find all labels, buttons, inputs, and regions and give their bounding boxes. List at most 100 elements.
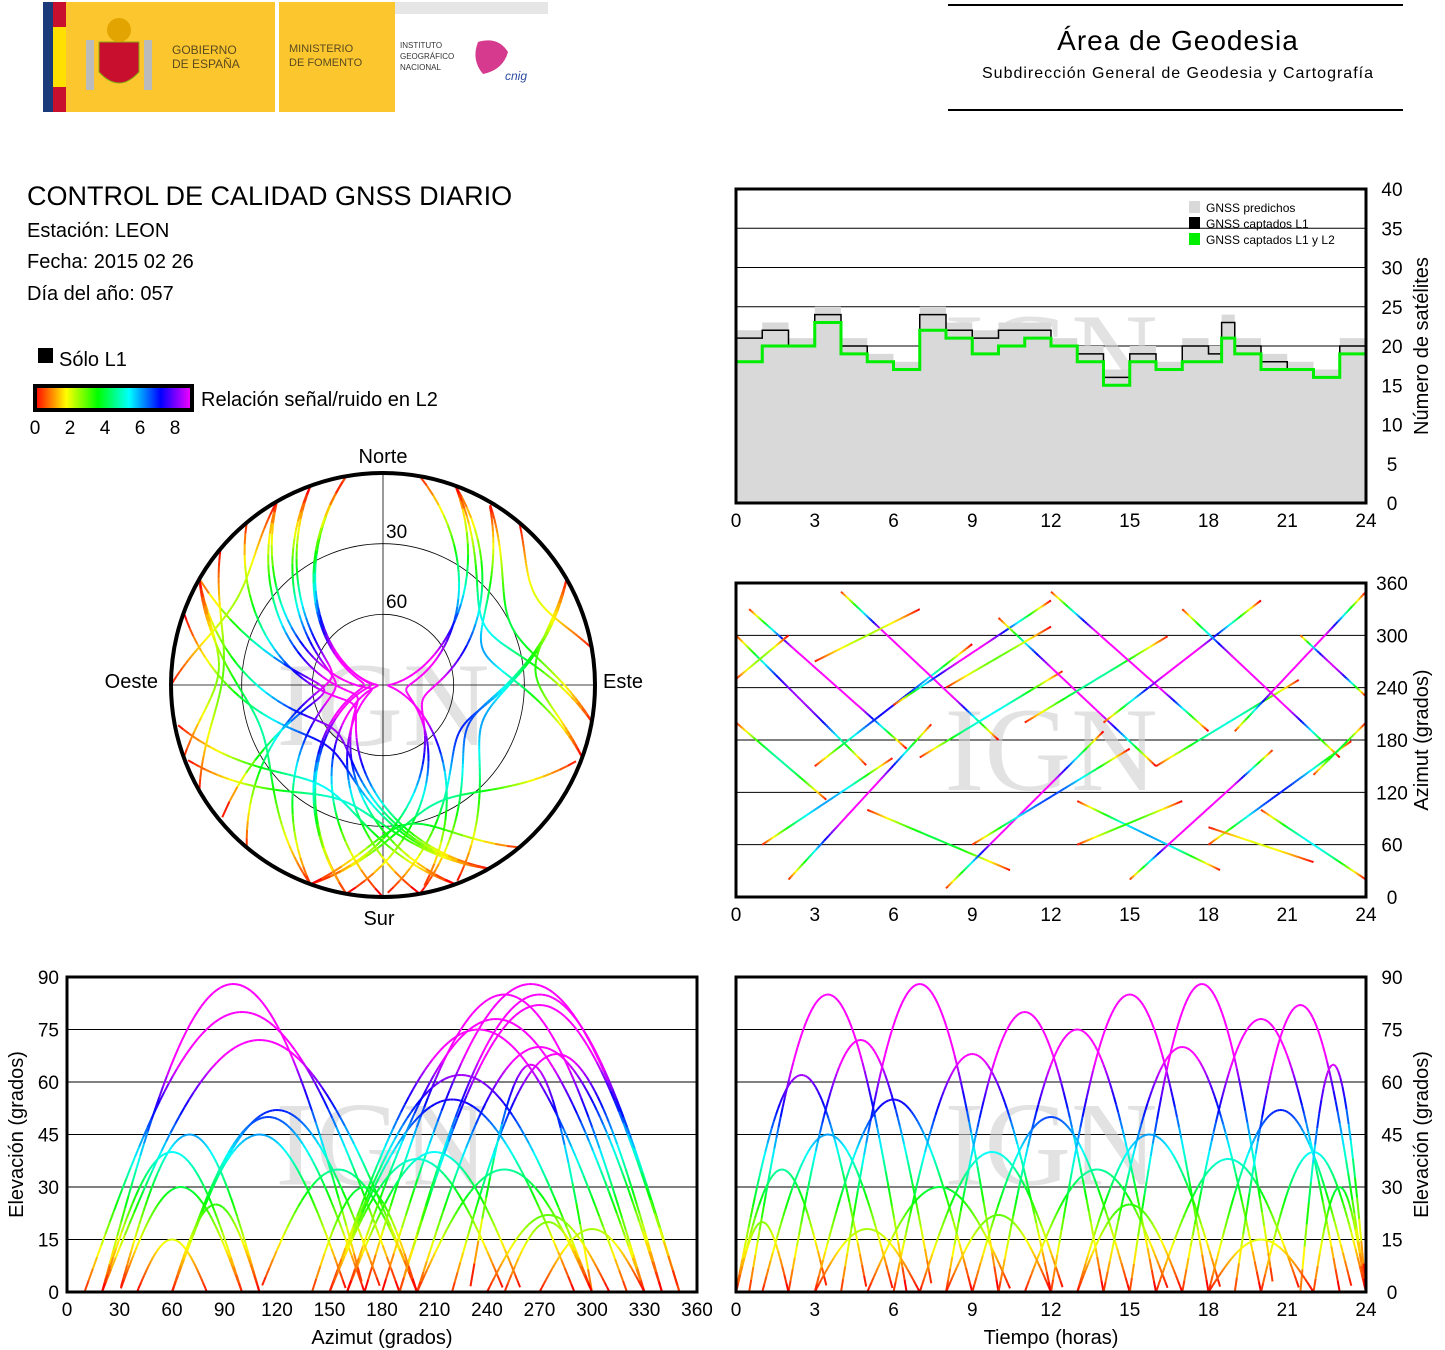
track-segment [952, 735, 956, 739]
track-segment [265, 1007, 271, 1014]
track-segment [989, 638, 993, 642]
track-segment [1083, 620, 1088, 625]
track-segment [766, 1135, 771, 1144]
track-segment [810, 786, 815, 790]
track-segment [592, 1047, 599, 1056]
track-segment [990, 861, 994, 864]
track-segment [228, 1214, 233, 1219]
track-segment [128, 1250, 133, 1259]
track-segment [303, 1088, 310, 1101]
track-segment [160, 1243, 163, 1247]
track-segment [447, 1127, 453, 1139]
track-segment [1205, 733, 1210, 737]
track-segment [781, 1097, 786, 1108]
track-segment [1083, 840, 1087, 843]
track-segment [529, 1004, 535, 1008]
track-segment [555, 1257, 560, 1263]
track-segment [1207, 638, 1212, 642]
track-segment [947, 691, 951, 696]
track-segment [280, 1033, 287, 1043]
track-segment [762, 1188, 767, 1194]
track-segment [319, 1177, 325, 1184]
track-segment [585, 1033, 591, 1042]
track-segment [416, 1113, 422, 1119]
track-segment [1111, 644, 1115, 649]
track-segment [815, 667, 820, 672]
track-segment [366, 1186, 372, 1190]
track-segment [470, 1075, 477, 1086]
track-segment [951, 663, 955, 667]
track-segment [869, 787, 874, 792]
track-segment [444, 1076, 450, 1080]
track-segment [1159, 676, 1163, 680]
track-segment [745, 645, 750, 649]
track-segment [1329, 854, 1333, 859]
track-segment [580, 1068, 585, 1074]
track-segment [1186, 1047, 1191, 1051]
y-tick-label: 15 [38, 1231, 59, 1252]
track-segment [503, 1254, 508, 1260]
track-segment [354, 1220, 360, 1230]
track-segment [1113, 646, 1117, 651]
track-segment [621, 1173, 628, 1184]
track-segment [1077, 753, 1082, 758]
track-segment [958, 678, 962, 682]
track-segment [1157, 677, 1161, 682]
track-segment [803, 814, 807, 818]
track-segment [610, 1247, 617, 1260]
track-segment [1216, 829, 1220, 832]
track-segment [426, 1263, 431, 1271]
track-segment [823, 1107, 828, 1116]
track-segment [286, 1219, 292, 1228]
track-segment [639, 1283, 644, 1289]
track-segment [1092, 738, 1096, 743]
track-segment [1249, 606, 1254, 610]
track-segment [788, 1189, 793, 1197]
track-segment [832, 995, 836, 999]
track-segment [443, 1041, 450, 1047]
track-segment [1228, 622, 1233, 626]
track-segment [861, 1039, 865, 1042]
track-segment [1260, 843, 1264, 847]
track-segment [319, 1253, 326, 1267]
track-segment [1350, 868, 1354, 873]
track-segment [565, 1062, 571, 1072]
track-segment [1170, 697, 1174, 701]
track-segment [274, 1140, 280, 1145]
track-segment [279, 1234, 285, 1244]
track-segment [559, 1217, 564, 1222]
track-segment [1194, 817, 1198, 822]
track-segment [411, 1278, 418, 1293]
track-segment [1311, 731, 1316, 735]
track-segment [1110, 816, 1114, 820]
track-segment [608, 1139, 614, 1149]
track-segment [598, 1272, 604, 1279]
track-segment [737, 636, 741, 641]
track-segment [934, 998, 939, 1004]
track-segment [1123, 703, 1128, 708]
track-segment [762, 745, 767, 749]
track-segment [189, 1189, 193, 1193]
x-tick-label: 0 [731, 1300, 742, 1321]
track-segment [789, 689, 794, 693]
track-segment [1079, 617, 1084, 621]
track-segment [516, 984, 522, 989]
track-segment [574, 1017, 580, 1024]
track-segment [307, 1068, 314, 1076]
track-segment [647, 1250, 654, 1262]
track-segment [934, 837, 937, 841]
track-segment [1033, 634, 1037, 638]
track-segment [315, 1176, 321, 1182]
track-segment [351, 1213, 357, 1222]
track-segment [511, 1114, 518, 1122]
track-segment [808, 1078, 813, 1082]
track-segment [1013, 698, 1017, 702]
track-segment [1201, 643, 1205, 647]
track-segment [425, 1250, 432, 1262]
track-segment [803, 656, 807, 661]
track-segment [1032, 805, 1036, 809]
track-segment [429, 1179, 437, 1194]
track-segment [902, 1102, 906, 1106]
track-segment [452, 1071, 459, 1082]
track-segment [794, 1047, 799, 1056]
